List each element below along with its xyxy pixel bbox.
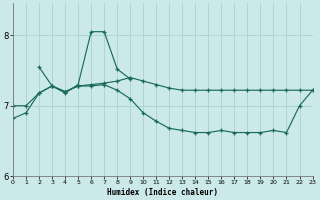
X-axis label: Humidex (Indice chaleur): Humidex (Indice chaleur): [107, 188, 218, 197]
